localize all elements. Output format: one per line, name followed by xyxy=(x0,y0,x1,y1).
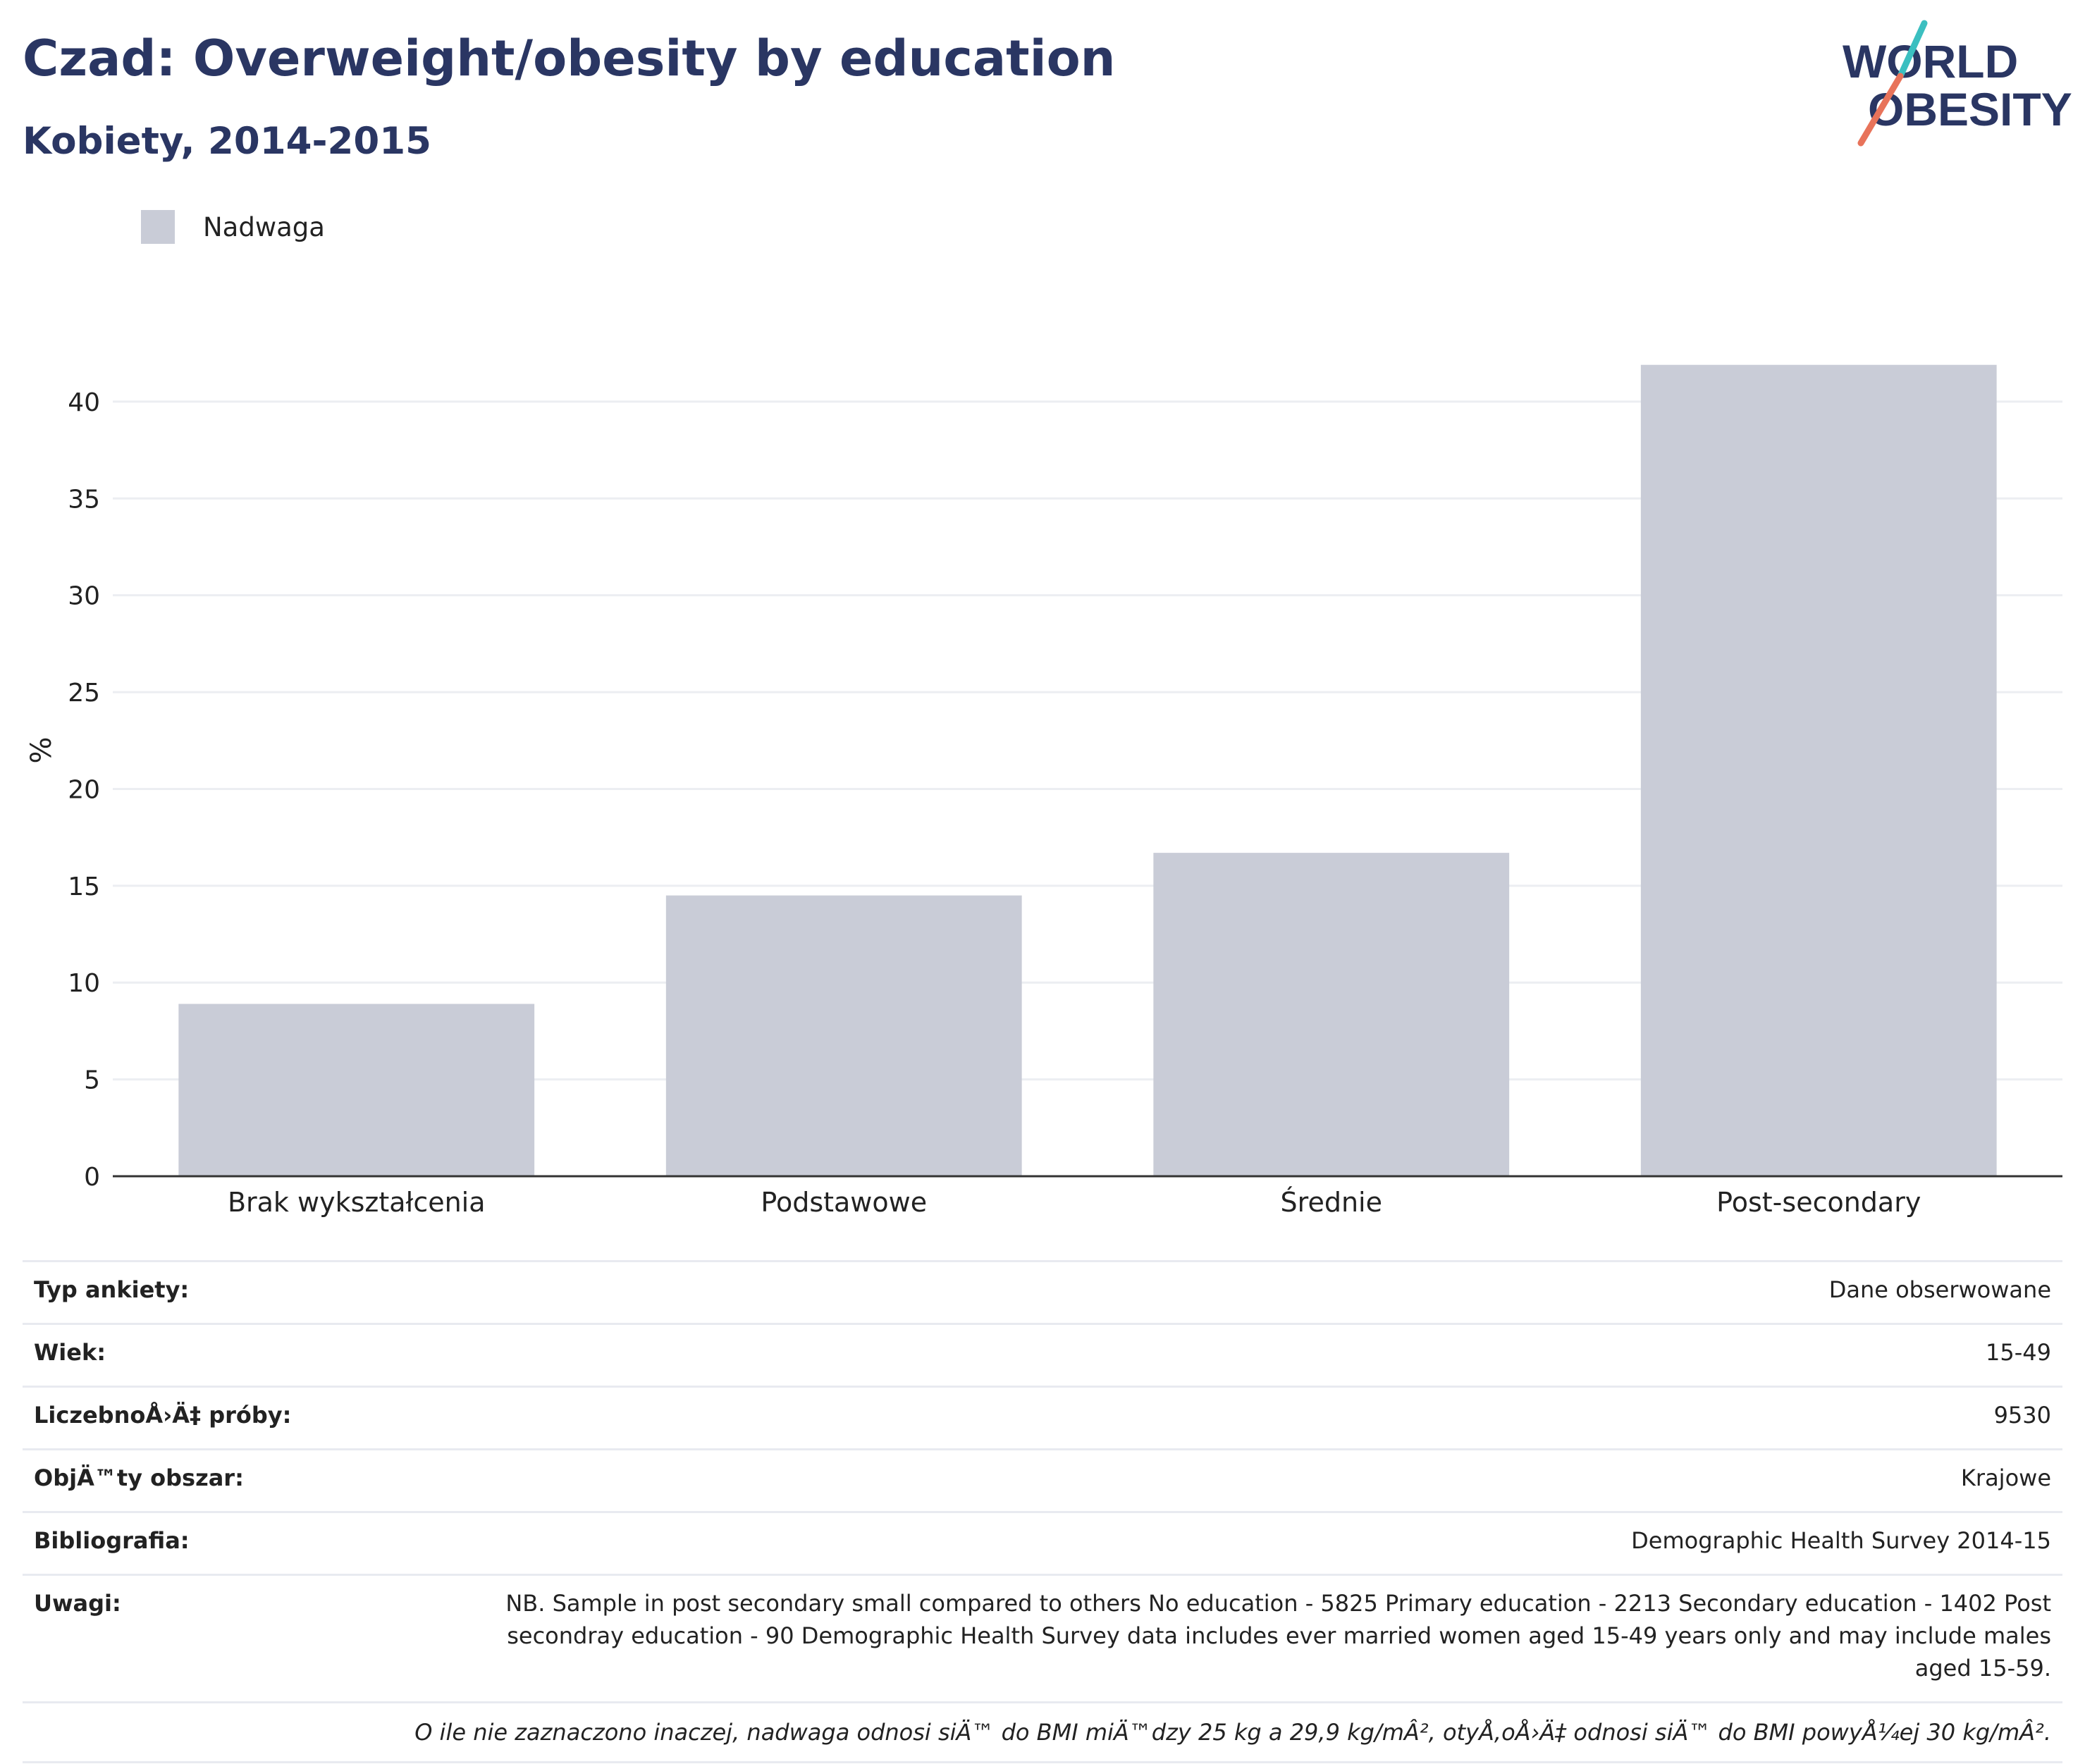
bar-chart: 0 5 10 15 20 25 30 35 40 Brak wykształcenia Podsta… xyxy=(25,364,2062,1218)
info-key: LiczebnoÅ›Ä‡ próby: xyxy=(34,1402,292,1429)
info-row-bibliography: Bibliografia: Demographic Health Survey … xyxy=(23,1511,2062,1574)
info-row-notes: Uwagi: NB. Sample in post secondary smal… xyxy=(23,1574,2062,1701)
bar xyxy=(1640,364,1997,1176)
x-tick-label: Post-secondary xyxy=(1716,1187,1921,1218)
info-key: Uwagi: xyxy=(34,1590,121,1617)
logo-word-world: WORLD xyxy=(1843,35,2018,87)
legend-label: Nadwaga xyxy=(203,211,325,242)
info-value: NB. Sample in post secondary small compa… xyxy=(505,1590,2051,1682)
y-tick-label: 0 xyxy=(84,1163,100,1192)
x-tick-label: Średnie xyxy=(1281,1187,1382,1218)
x-tick-label: Podstawowe xyxy=(761,1187,927,1218)
info-key: Typ ankiety: xyxy=(34,1276,190,1303)
y-tick-label: 40 xyxy=(68,388,100,417)
info-value: 9530 xyxy=(1993,1402,2051,1429)
info-value: Krajowe xyxy=(1960,1464,2051,1491)
info-key: Wiek: xyxy=(34,1339,106,1366)
y-tick-label: 35 xyxy=(68,485,100,514)
y-tick-label: 10 xyxy=(68,969,100,998)
info-row-area: ObjÄ™ty obszar: Krajowe xyxy=(23,1448,2062,1511)
bar xyxy=(178,1004,535,1176)
y-tick-label: 5 xyxy=(84,1066,100,1095)
y-tick-label: 30 xyxy=(68,582,100,611)
info-key: Bibliografia: xyxy=(34,1527,190,1554)
page-title: Czad: Overweight/obesity by education xyxy=(23,30,1116,87)
legend-swatch xyxy=(141,210,175,244)
chart-legend: Nadwaga xyxy=(141,209,325,245)
y-tick-label: 15 xyxy=(68,872,100,901)
y-axis-label: % xyxy=(25,736,58,763)
info-row-survey-type: Typ ankiety: Dane obserwowane xyxy=(23,1260,2062,1323)
logo-coral-slash xyxy=(1857,73,1904,147)
info-value: Dane obserwowane xyxy=(1828,1276,2051,1303)
info-table: Typ ankiety: Dane obserwowane Wiek: 15-4… xyxy=(23,1260,2062,1763)
y-tick-label: 25 xyxy=(68,679,100,708)
info-row-age: Wiek: 15-49 xyxy=(23,1323,2062,1386)
bar xyxy=(665,895,1022,1176)
bar xyxy=(1153,853,1510,1176)
page-subtitle: Kobiety, 2014-2015 xyxy=(23,120,431,163)
info-row-sample-size: LiczebnoÅ›Ä‡ próby: 9530 xyxy=(23,1386,2062,1448)
y-tick-label: 20 xyxy=(68,775,100,804)
footnote: O ile nie zaznaczono inaczej, nadwaga od… xyxy=(23,1701,2062,1763)
info-value: 15-49 xyxy=(1986,1339,2051,1366)
info-key: ObjÄ™ty obszar: xyxy=(34,1464,244,1491)
world-obesity-logo: WORLD OBESITY xyxy=(1843,20,2072,147)
x-tick-label: Brak wykształcenia xyxy=(228,1187,486,1218)
logo-word-obesity: OBESITY xyxy=(1868,83,2072,135)
logo-teal-slash xyxy=(1897,20,1928,80)
info-value: Demographic Health Survey 2014-15 xyxy=(1631,1527,2051,1554)
